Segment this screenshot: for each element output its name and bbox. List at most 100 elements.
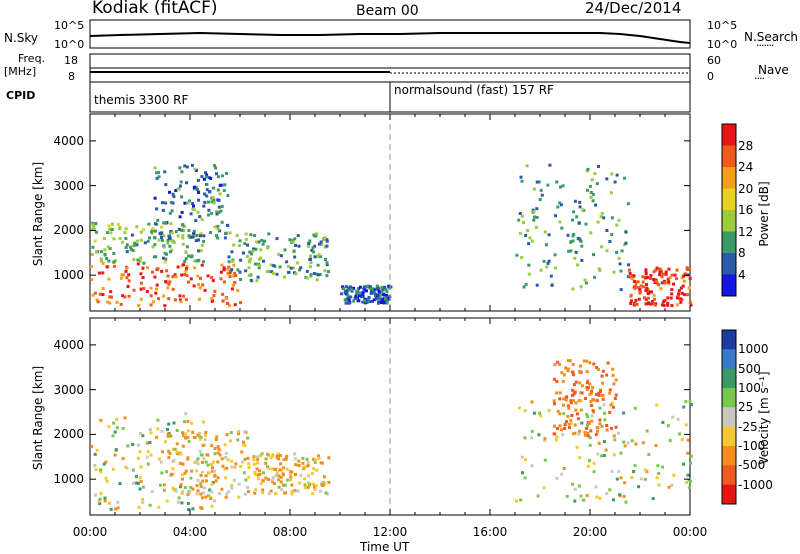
power-cell	[124, 227, 128, 231]
velocity-cell	[307, 474, 310, 478]
power-cell	[279, 254, 283, 258]
colorbar-tick-label: 8	[738, 246, 746, 260]
velocity-cell	[688, 399, 692, 403]
velocity-cell	[623, 481, 627, 485]
velocity-cell	[562, 373, 566, 377]
power-cell	[212, 294, 216, 297]
power-cell	[192, 204, 195, 208]
velocity-cell	[678, 432, 682, 436]
power-cell	[242, 251, 245, 255]
power-cell	[181, 223, 185, 227]
power-cell	[170, 238, 174, 242]
velocity-cell	[647, 453, 651, 456]
velocity-cell	[165, 499, 169, 503]
velocity-cell	[109, 507, 113, 511]
velocity-cell	[121, 427, 125, 430]
velocity-cell	[126, 444, 130, 448]
velocity-cell	[553, 402, 556, 406]
power-cell	[371, 299, 374, 303]
power-cell	[363, 299, 367, 303]
velocity-cell	[253, 471, 257, 474]
power-cell	[520, 214, 524, 218]
power-cell	[215, 212, 219, 216]
velocity-cell	[258, 472, 262, 476]
velocity-cell	[196, 478, 200, 482]
velocity-cell	[588, 361, 592, 365]
velocity-cell	[181, 489, 185, 493]
velocity-cell	[108, 501, 111, 505]
colorbar-frame	[721, 123, 737, 297]
velocity-cell	[598, 418, 602, 422]
velocity-cell	[262, 471, 265, 475]
velocity-cell	[167, 449, 171, 453]
colorbar-frame	[721, 329, 737, 505]
cpid-segment-2: normalsound (fast) 157 RF	[394, 83, 554, 97]
power-cell	[149, 303, 153, 307]
power-cell	[207, 200, 210, 204]
velocity-cell	[592, 470, 596, 474]
velocity-cell	[196, 457, 200, 461]
power-cell	[258, 264, 261, 268]
power-cell	[228, 275, 232, 278]
power-cell	[298, 268, 302, 272]
power-cell	[157, 171, 161, 175]
power-cell	[367, 296, 371, 299]
velocity-cell	[585, 494, 589, 497]
power-cell	[180, 228, 184, 232]
velocity-cell	[608, 488, 612, 492]
power-cell	[249, 252, 253, 256]
velocity-cell	[162, 483, 166, 487]
velocity-cell	[226, 458, 230, 462]
power-cell	[125, 250, 129, 254]
velocity-cell	[131, 443, 135, 446]
power-cell	[202, 234, 206, 238]
velocity-cell	[196, 433, 200, 437]
velocity-cell	[572, 383, 576, 387]
colorbar-swatch	[722, 330, 736, 350]
velocity-cell	[230, 459, 234, 463]
power-cell	[629, 294, 633, 298]
power-cell	[142, 287, 146, 290]
power-cell	[382, 293, 386, 297]
velocity-cell	[613, 438, 617, 442]
velocity-cell	[230, 486, 234, 490]
velocity-cell	[601, 381, 604, 385]
power-cell	[305, 269, 309, 273]
velocity-cell	[651, 497, 655, 501]
power-cell	[355, 292, 359, 296]
velocity-cell	[111, 434, 115, 438]
velocity-cell	[306, 461, 310, 465]
velocity-cell	[570, 370, 574, 374]
velocity-cell	[213, 447, 217, 450]
velocity-cell	[543, 458, 547, 462]
power-cell	[595, 182, 599, 186]
power-cell	[624, 230, 628, 234]
cpid-segment-1: themis 3300 RF	[94, 93, 189, 107]
power-cell	[95, 298, 99, 302]
velocity-cell	[223, 443, 227, 447]
freq-tick-top: 18	[64, 54, 78, 67]
velocity-cell	[600, 454, 604, 458]
velocity-cell	[657, 472, 661, 475]
power-cell	[627, 263, 631, 267]
velocity-cell	[179, 483, 183, 487]
power-cell	[125, 276, 129, 280]
power-cell	[135, 239, 139, 243]
power-cell	[163, 260, 167, 264]
power-cell	[539, 188, 543, 192]
velocity-cell	[244, 478, 248, 482]
velocity-cell	[138, 476, 142, 480]
velocity-cell	[605, 492, 609, 496]
y-tick-label: 3000	[53, 382, 84, 397]
power-cell	[205, 183, 209, 186]
velocity-cell	[688, 486, 691, 489]
power-cell	[221, 299, 225, 303]
power-cell	[663, 299, 667, 303]
power-cell	[153, 236, 157, 240]
velocity-cell	[580, 421, 584, 425]
velocity-cell	[204, 460, 208, 464]
velocity-cell	[184, 412, 188, 416]
power-cell	[661, 272, 665, 276]
power-cell	[357, 287, 361, 291]
power-cell	[315, 232, 319, 236]
